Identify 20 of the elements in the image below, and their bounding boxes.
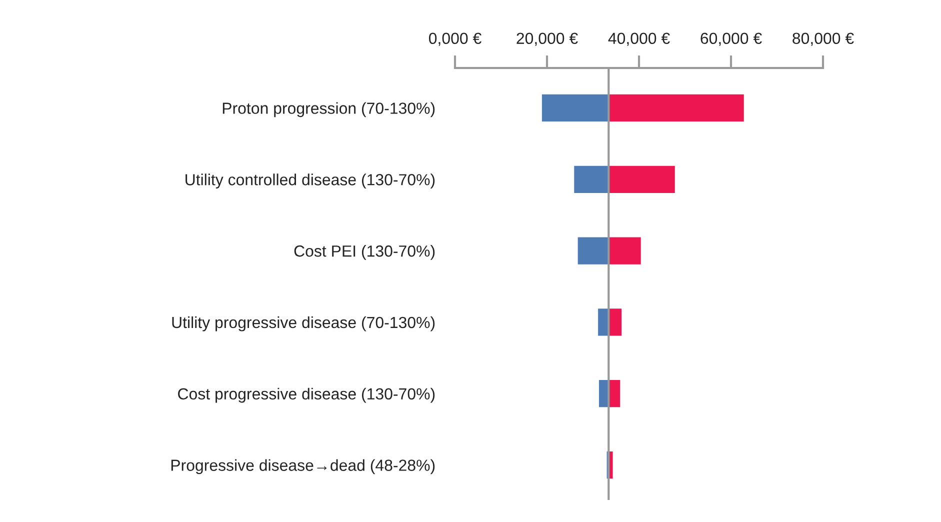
bar bbox=[608, 237, 641, 264]
bar bbox=[608, 166, 675, 193]
x-tick-label: 0,000 € bbox=[428, 32, 482, 46]
bar bbox=[542, 94, 609, 122]
bar bbox=[578, 237, 609, 264]
y-tick-label: Proton progression (70-130%) bbox=[222, 102, 435, 118]
x-tick-label: 40,000 € bbox=[608, 32, 670, 46]
x-tick-label: 20,000 € bbox=[516, 32, 578, 46]
x-tick-label: 60,000 € bbox=[700, 32, 762, 46]
x-tick-label: 80,000 € bbox=[792, 32, 854, 46]
y-tick-label: Utility progressive disease (70-130%) bbox=[172, 316, 435, 332]
bar bbox=[574, 166, 609, 193]
y-tick-label: Progressive disease→dead (48-28%) bbox=[171, 459, 435, 474]
bar bbox=[598, 308, 609, 336]
bar bbox=[608, 308, 622, 336]
bar bbox=[608, 94, 744, 122]
bar bbox=[608, 380, 620, 408]
y-tick-label: Cost progressive disease (130-70%) bbox=[178, 388, 435, 403]
y-tick-label: Cost PEI (130-70%) bbox=[294, 245, 435, 260]
y-tick-label: Utility controlled disease (130-70%) bbox=[186, 174, 435, 188]
